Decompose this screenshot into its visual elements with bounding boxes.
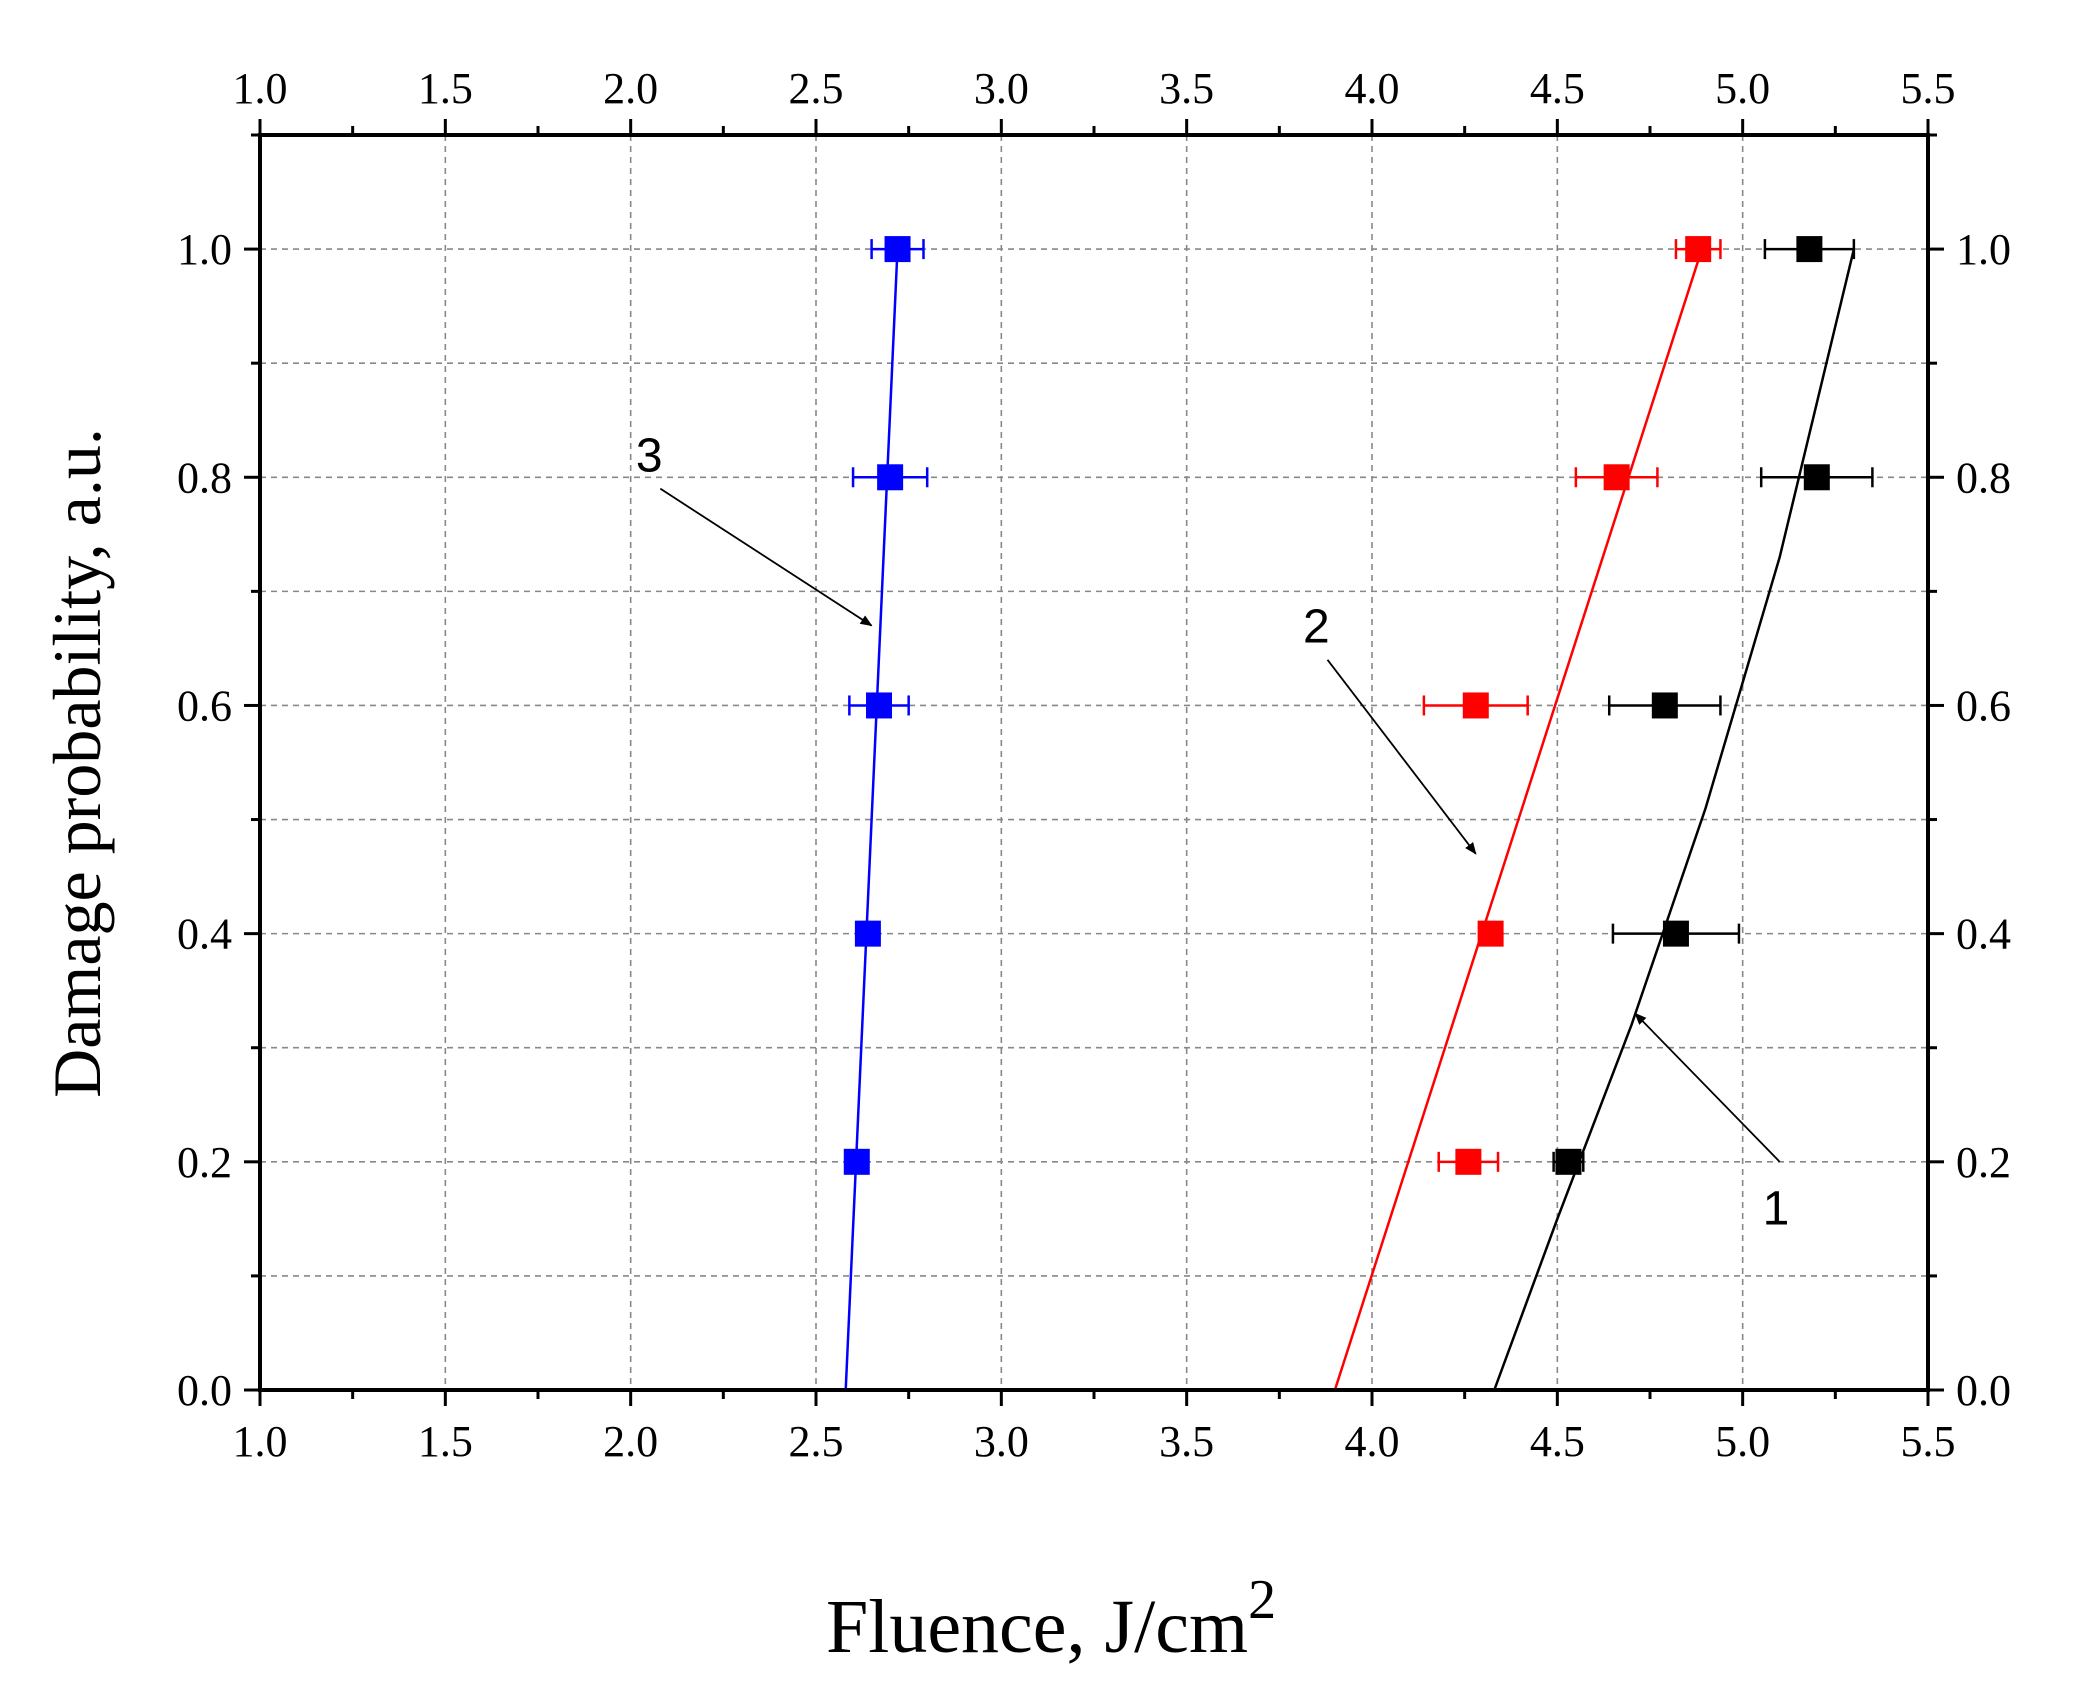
- y-tick-label: 0.2: [177, 1138, 232, 1187]
- x-tick-label-top: 2.0: [603, 64, 658, 113]
- fit-line-series-3: [844, 249, 899, 1391]
- x-axis-title: Fluence, J/cm2: [826, 1569, 1276, 1669]
- y-tick-label-right: 0.8: [1956, 453, 2011, 502]
- axes: [244, 119, 1944, 1406]
- annotation-label: 2: [1303, 601, 1330, 654]
- x-tick-label: 1.0: [233, 1417, 288, 1466]
- x-tick-label-top: 5.0: [1715, 64, 1770, 113]
- data-point-series-3: [866, 692, 893, 719]
- fit-line-series-1: [1493, 248, 1856, 1391]
- x-tick-label-top: 1.5: [418, 64, 473, 113]
- data-point-series-1: [1796, 236, 1823, 263]
- x-tick-label: 5.5: [1901, 1417, 1956, 1466]
- data-points: [843, 236, 1830, 1175]
- y-tick-label: 0.0: [177, 1366, 232, 1415]
- x-tick-label-top: 2.5: [789, 64, 844, 113]
- data-point-series-1: [1651, 692, 1678, 719]
- data-point-series-2: [1477, 920, 1504, 947]
- x-tick-label-top: 3.0: [974, 64, 1029, 113]
- x-tick-label: 4.5: [1530, 1417, 1585, 1466]
- annotation-arrow: [1634, 1012, 1781, 1163]
- data-point-series-1: [1803, 464, 1830, 491]
- annotation-arrow: [1326, 659, 1477, 855]
- data-point-series-2: [1455, 1148, 1482, 1175]
- y-tick-label-right: 0.0: [1956, 1366, 2011, 1415]
- x-tick-label-top: 1.0: [233, 64, 288, 113]
- x-tick-label-top: 5.5: [1901, 64, 1956, 113]
- y-tick-label: 0.4: [177, 910, 232, 959]
- data-point-series-2: [1603, 464, 1630, 491]
- x-tick-label-top: 4.5: [1530, 64, 1585, 113]
- y-tick-label-right: 0.4: [1956, 910, 2011, 959]
- y-tick-label: 0.8: [177, 453, 232, 502]
- annotation-label: 3: [636, 430, 663, 483]
- tick-labels: 1.0 1.0 1.5 1.5 2.0 2.0 2.5 2.5 3.0 3.0 3.5 3.5 4.0 4…: [177, 64, 2011, 1466]
- y-tick-label: 1.0: [177, 225, 232, 274]
- fit-line-series-2: [1333, 248, 1704, 1391]
- annotation-label: 1: [1763, 1183, 1790, 1236]
- y-tick-label: 0.6: [177, 681, 232, 730]
- y-tick-label-right: 0.6: [1956, 681, 2011, 730]
- data-point-series-3: [877, 464, 904, 491]
- y-tick-label-right: 0.2: [1956, 1138, 2011, 1187]
- x-tick-label-top: 3.5: [1159, 64, 1214, 113]
- y-tick-label-right: 1.0: [1956, 225, 2011, 274]
- annotations: 1 2 3: [636, 430, 1790, 1236]
- x-tick-label: 2.0: [603, 1417, 658, 1466]
- x-tick-label: 3.5: [1159, 1417, 1214, 1466]
- x-tick-label: 5.0: [1715, 1417, 1770, 1466]
- data-point-series-2: [1462, 692, 1489, 719]
- annotation-arrow: [659, 487, 873, 627]
- data-point-series-3: [884, 236, 911, 263]
- data-point-series-3: [854, 920, 881, 947]
- x-axis-title-main: Fluence, J/cm: [826, 1585, 1248, 1669]
- x-tick-label-top: 4.0: [1345, 64, 1400, 113]
- data-point-series-1: [1555, 1148, 1582, 1175]
- data-point-series-2: [1685, 236, 1712, 263]
- x-tick-label: 1.5: [418, 1417, 473, 1466]
- data-point-series-1: [1662, 920, 1689, 947]
- x-tick-label: 2.5: [789, 1417, 844, 1466]
- fit-curves: [844, 248, 1856, 1391]
- grid: [260, 135, 1928, 1390]
- y-axis-title: Damage probability, a.u.: [39, 428, 115, 1098]
- x-tick-label: 4.0: [1345, 1417, 1400, 1466]
- data-point-series-3: [843, 1148, 870, 1175]
- x-axis-title-superscript: 2: [1248, 1569, 1276, 1631]
- x-tick-label: 3.0: [974, 1417, 1029, 1466]
